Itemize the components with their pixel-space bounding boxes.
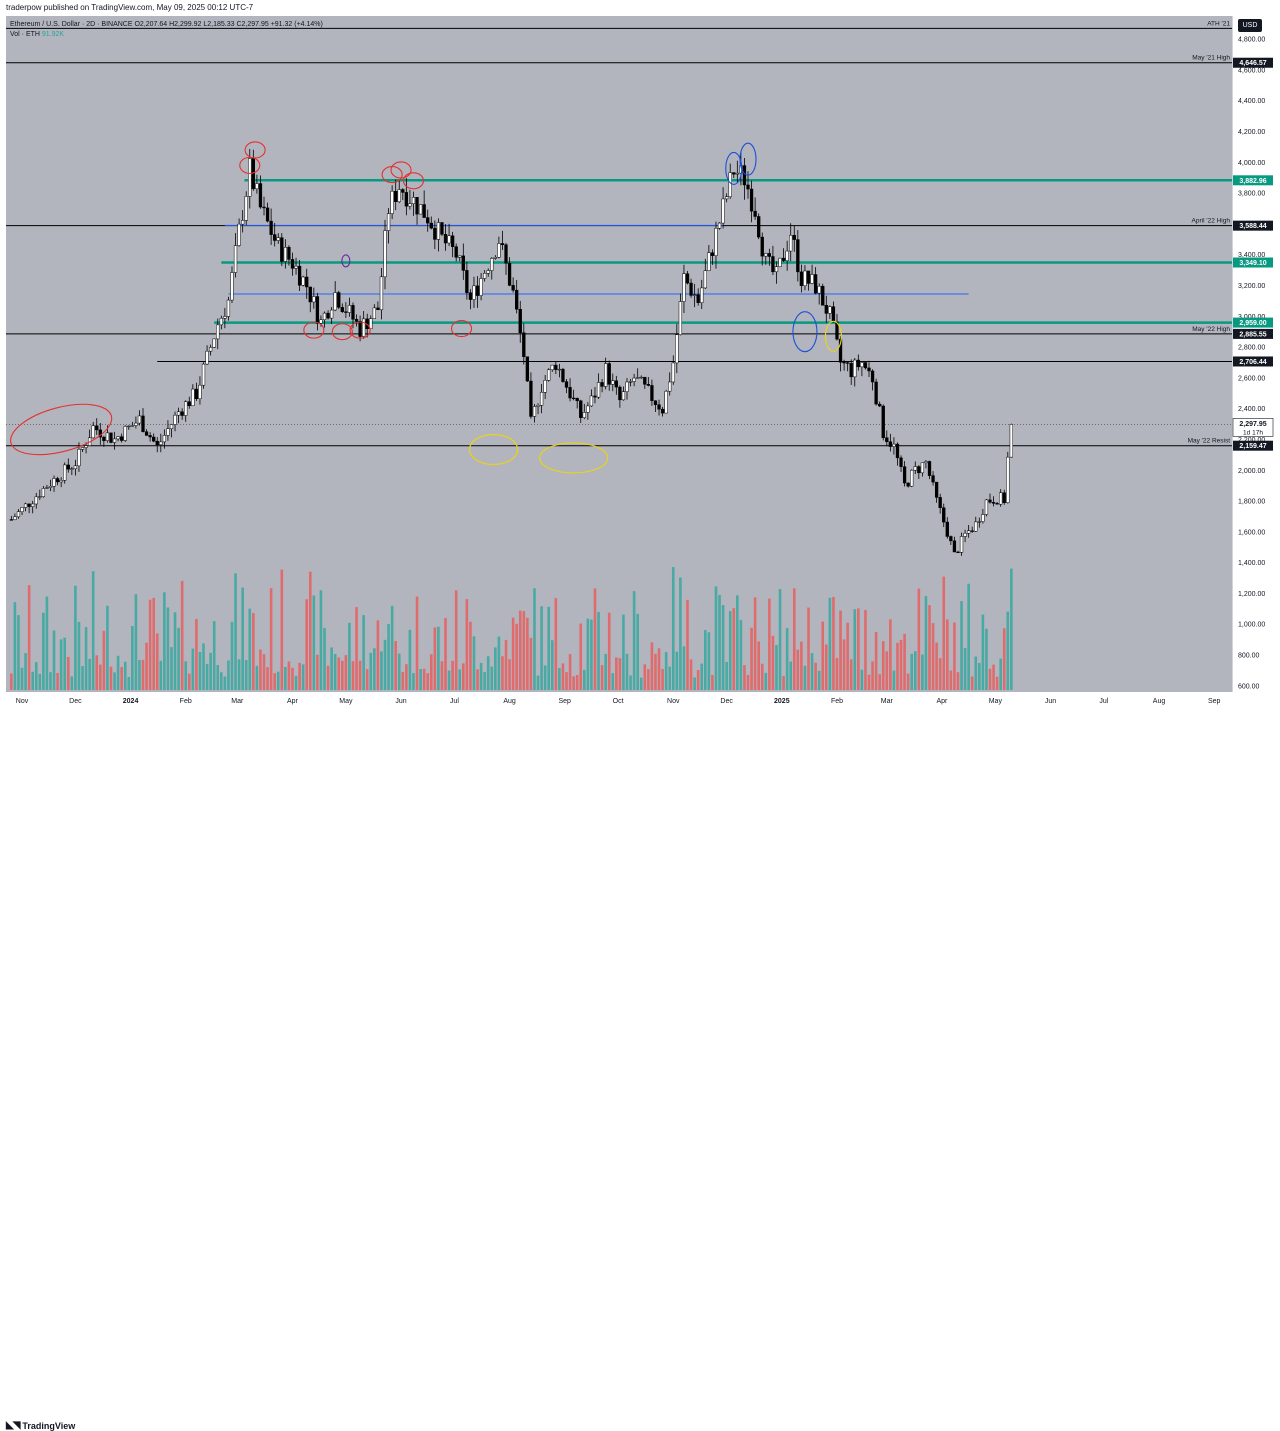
symbol-ohlc: Ethereum / U.S. Dollar · 2D · BINANCE O2… (10, 21, 323, 28)
price-scale[interactable] (1232, 16, 1277, 692)
volume-label: Vol · ETH (10, 31, 40, 38)
symbol-legend: Ethereum / U.S. Dollar · 2D · BINANCE O2… (10, 20, 323, 40)
tradingview-logo-icon: ◣◥ (6, 1420, 20, 1431)
publish-header: traderpow published on TradingView.com, … (0, 0, 1280, 16)
tradingview-logo-text: TradingView (22, 1420, 76, 1431)
time-scale[interactable] (6, 692, 1232, 708)
publisher-line: traderpow published on TradingView.com, … (6, 3, 254, 12)
tradingview-logo[interactable]: ◣◥ TradingView (6, 1420, 75, 1431)
volume-value: 91.92K (41, 31, 65, 38)
footer: ◣◥ TradingView (0, 708, 1280, 1431)
currency-button[interactable]: USD (1238, 19, 1262, 32)
chart-pane[interactable] (6, 16, 1232, 692)
